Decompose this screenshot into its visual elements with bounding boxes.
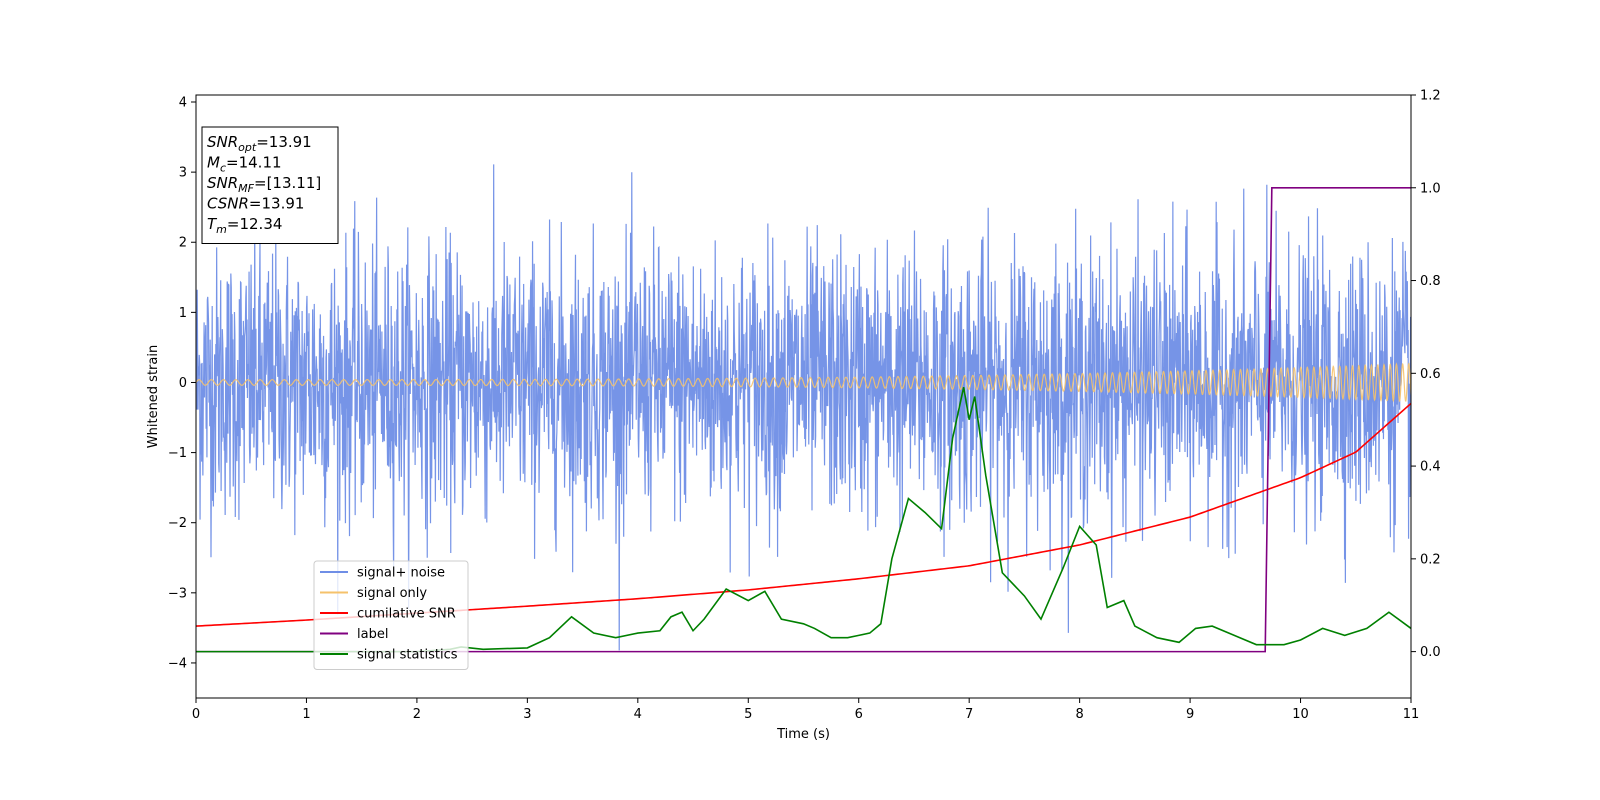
y2-tick-label: 0.4 [1420, 460, 1441, 475]
series-signal-only-line [196, 362, 1411, 403]
x-tick-label: 1 [302, 707, 310, 722]
y-tick-label: −3 [168, 586, 187, 601]
y-tick-label: 4 [179, 96, 187, 111]
x-tick-label: 10 [1292, 707, 1309, 722]
info-box-line: SNRopt=13.91 [207, 133, 312, 154]
y-tick-label: −1 [168, 446, 187, 461]
info-box-frame [201, 126, 339, 244]
y2-tick-label: 0.2 [1420, 552, 1441, 567]
x-tick-label: 5 [744, 707, 752, 722]
y2-tick-label: 0.0 [1420, 645, 1441, 660]
info-box-line: SNRMF=[13.11] [207, 174, 321, 195]
y2-tick-label: 1.0 [1420, 181, 1441, 196]
info-box-line: Mc=14.11 [207, 154, 282, 175]
legend-label: signal statistics [357, 648, 458, 663]
y-tick-label: 2 [179, 236, 187, 251]
legend-label: cumilative SNR [357, 607, 456, 622]
x-axis-label: Time (s) [776, 727, 830, 742]
x-tick-label: 0 [192, 707, 200, 722]
series-signal-noise-line [196, 164, 1411, 651]
legend-label: signal only [357, 586, 427, 601]
y-tick-label: −4 [168, 656, 187, 671]
info-box: SNRopt=13.91Mc=14.11SNRMF=[13.11]CSNR=13… [201, 126, 339, 244]
y2-tick-label: 0.6 [1420, 367, 1441, 382]
info-box-line: Tm=12.34 [207, 215, 282, 236]
x-tick-label: 4 [634, 707, 642, 722]
plot-frame [195, 94, 1412, 699]
y-tick-label: 3 [179, 166, 187, 181]
info-box-line: CSNR=13.91 [207, 195, 304, 213]
x-tick-label: 11 [1403, 707, 1420, 722]
series-label-line [196, 186, 1411, 653]
legend-label: signal+ noise [357, 566, 445, 581]
series-signal-statistics-line [196, 387, 1411, 653]
y-tick-label: 1 [179, 306, 187, 321]
y-tick-label: −2 [168, 516, 187, 531]
ticks-layer: 0 1 2 3 4 5 6 7 8 9 10 11 −4 −3 −2 −1 0 1 2 3 4 0.0 0.2 0.4 0.6 0… [168, 89, 1441, 723]
y-tick-label: 0 [179, 376, 187, 391]
legend: signal+ noise signal only cumilative SNR la… [313, 560, 469, 670]
x-tick-label: 7 [965, 707, 973, 722]
y2-tick-label: 0.8 [1420, 274, 1441, 289]
y2-tick-label: 1.2 [1420, 89, 1441, 104]
legend-label: label [357, 627, 388, 642]
y-axis-label: Whitened strain [146, 345, 161, 448]
x-tick-label: 3 [523, 707, 531, 722]
legend-frame [313, 560, 469, 670]
x-tick-label: 8 [1075, 707, 1083, 722]
x-tick-label: 2 [413, 707, 421, 722]
x-tick-label: 6 [855, 707, 863, 722]
x-tick-label: 9 [1186, 707, 1194, 722]
